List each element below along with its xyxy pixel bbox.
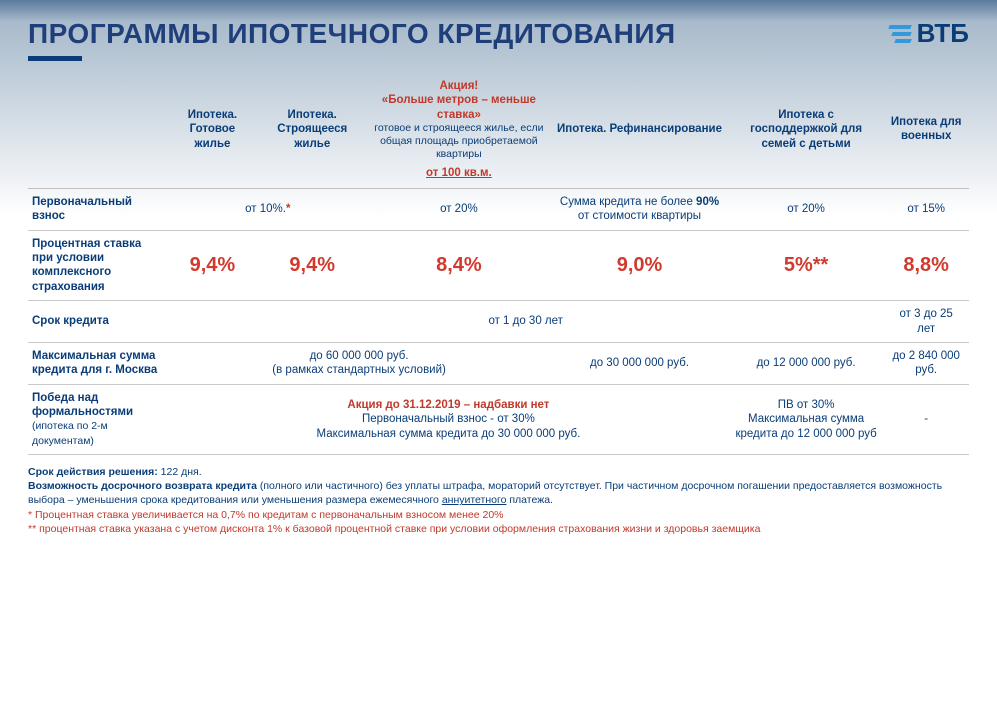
col-military: Ипотека для военных — [883, 75, 969, 188]
col-gov-support: Ипотека с господдержкой для семей с деть… — [729, 75, 884, 188]
logo-stripes-icon — [889, 25, 911, 43]
rowhead-pobeda: Победа над формальностями (ипотека по 2-… — [28, 384, 168, 455]
cell-rate-c5: 5%** — [729, 230, 884, 301]
mortgage-programs-table: Ипотека. Готовое жилье Ипотека. Строящее… — [28, 75, 969, 455]
cell-term-c6: от 3 до 25 лет — [883, 301, 969, 343]
cell-sum-c5: до 12 000 000 руб. — [729, 342, 884, 384]
rowhead-rate: Процентная ставка при условии комплексно… — [28, 230, 168, 301]
promo-area: от 100 кв.м. — [426, 166, 492, 180]
promo-sub: готовое и строящееся жилье, если общая п… — [374, 122, 545, 161]
cell-sum-c4: до 30 000 000 руб. — [550, 342, 729, 384]
rowhead-downpayment: Первоначальный взнос — [28, 188, 168, 230]
title-underline — [28, 56, 82, 61]
col-construction-housing: Ипотека. Строящееся жилье — [257, 75, 368, 188]
cell-pobeda-main: Акция до 31.12.2019 – надбавки нет Перво… — [168, 384, 729, 455]
cell-pobeda-c5: ПВ от 30% Максимальная сумма кредита до … — [729, 384, 884, 455]
cell-sum-main: до 60 000 000 руб. (в рамках стандартных… — [168, 342, 550, 384]
footnote-doublestar: ** процентная ставка указана с учетом ди… — [28, 522, 969, 536]
cell-rate-c2: 9,4% — [257, 230, 368, 301]
cell-downpay-c3: от 20% — [368, 188, 551, 230]
cell-sum-c6: до 2 840 000 руб. — [883, 342, 969, 384]
cell-rate-c6: 8,8% — [883, 230, 969, 301]
cell-downpay-c12: от 10%.* — [168, 188, 368, 230]
col-refinancing: Ипотека. Рефинансирование — [550, 75, 729, 188]
cell-rate-c1: 9,4% — [168, 230, 257, 301]
promo-name: «Больше метров – меньше ставка» — [374, 93, 545, 122]
col-promo: Акция! «Больше метров – меньше ставка» г… — [368, 75, 551, 188]
vtb-logo: ВТБ — [889, 18, 969, 49]
row-downpayment: Первоначальный взнос от 10%.* от 20% Сум… — [28, 188, 969, 230]
cell-rate-c3: 8,4% — [368, 230, 551, 301]
footnotes: Срок действия решения: 122 дня. Возможно… — [28, 465, 969, 536]
rowhead-term: Срок кредита — [28, 301, 168, 343]
footnote-star: * Процентная ставка увеличивается на 0,7… — [28, 508, 969, 522]
cell-downpay-c6: от 15% — [883, 188, 969, 230]
promo-label: Акция! — [374, 79, 545, 93]
rowhead-maxsum: Максимальная сумма кредита для г. Москва — [28, 342, 168, 384]
cell-downpay-c5: от 20% — [729, 188, 884, 230]
cell-pobeda-c6: - — [883, 384, 969, 455]
page-title: ПРОГРАММЫ ИПОТЕЧНОГО КРЕДИТОВАНИЯ — [28, 18, 676, 50]
footnote-early-repay: Возможность досрочного возврата кредита … — [28, 479, 969, 507]
row-rate: Процентная ставка при условии комплексно… — [28, 230, 969, 301]
table-header-row: Ипотека. Готовое жилье Ипотека. Строящее… — [28, 75, 969, 188]
logo-text: ВТБ — [917, 18, 969, 49]
row-pobeda: Победа над формальностями (ипотека по 2-… — [28, 384, 969, 455]
cell-rate-c4: 9,0% — [550, 230, 729, 301]
row-term: Срок кредита от 1 до 30 лет от 3 до 25 л… — [28, 301, 969, 343]
cell-term-main: от 1 до 30 лет — [168, 301, 883, 343]
cell-downpay-c4: Сумма кредита не более 90% от стоимости … — [550, 188, 729, 230]
col-ready-housing: Ипотека. Готовое жилье — [168, 75, 257, 188]
footnote-decision-term: Срок действия решения: 122 дня. — [28, 465, 969, 479]
row-maxsum: Максимальная сумма кредита для г. Москва… — [28, 342, 969, 384]
